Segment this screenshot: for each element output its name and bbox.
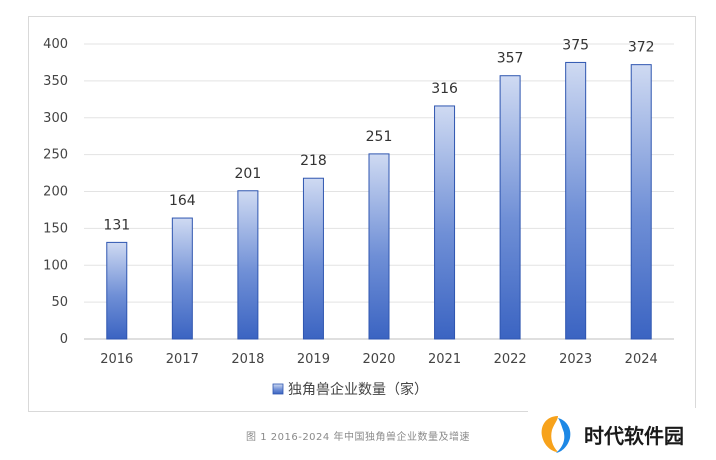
data-labels: 131 164 201 218 251 316 357 375 372 [103,37,654,233]
bar-2024 [630,64,652,340]
y-tick-label: 50 [51,295,68,310]
y-tick-label: 0 [60,332,68,347]
watermark-logo-icon [541,416,571,453]
x-tick-label: 2021 [428,352,461,367]
x-tick-label: 2023 [559,352,592,367]
x-axis-ticks: 2016 2017 2018 2019 2020 2021 2022 2023 2024 [100,352,658,367]
bars [106,61,652,340]
bar-2022 [499,75,521,340]
x-tick-label: 2017 [166,352,199,367]
bar-2019 [302,177,324,340]
data-label: 251 [366,129,393,145]
data-label: 201 [235,166,262,182]
legend-swatch [272,383,284,395]
watermark: 时代软件园 [528,408,716,460]
y-axis-ticks: 0 50 100 150 200 250 300 350 400 [43,37,68,347]
data-label: 218 [300,153,327,169]
bar-2017 [171,217,193,340]
bar-2023 [565,61,587,340]
x-tick-label: 2018 [231,352,264,367]
y-tick-label: 150 [43,221,68,236]
watermark-text: 时代软件园 [584,424,684,448]
x-tick-label: 2020 [362,352,395,367]
x-tick-label: 2016 [100,352,133,367]
y-tick-label: 350 [43,74,68,89]
x-tick-label: 2022 [494,352,527,367]
legend-label: 独角兽企业数量（家） [288,381,428,398]
chart-frame: 0 50 100 150 200 250 300 350 400 131 164 201 218 251… [28,16,696,412]
data-label: 375 [562,37,589,53]
y-tick-label: 200 [43,185,68,200]
data-label: 131 [103,217,130,233]
figure-caption: 图 1 2016-2024 年中国独角兽企业数量及增速 [246,432,470,443]
legend: 独角兽企业数量（家） [272,381,428,398]
bar-2016 [106,241,128,340]
bar-2021 [434,105,456,340]
bar-2020 [368,153,390,340]
data-label: 357 [497,51,524,67]
bar-chart: 0 50 100 150 200 250 300 350 400 131 164 201 218 251… [43,37,674,398]
x-tick-label: 2019 [297,352,330,367]
data-label: 372 [628,40,655,56]
y-tick-label: 400 [43,37,68,52]
data-label: 164 [169,193,196,209]
data-label: 316 [431,81,458,97]
bar-2018 [237,190,259,340]
y-tick-label: 250 [43,148,68,163]
y-tick-label: 300 [43,111,68,126]
y-tick-label: 100 [43,258,68,273]
x-tick-label: 2024 [625,352,658,367]
